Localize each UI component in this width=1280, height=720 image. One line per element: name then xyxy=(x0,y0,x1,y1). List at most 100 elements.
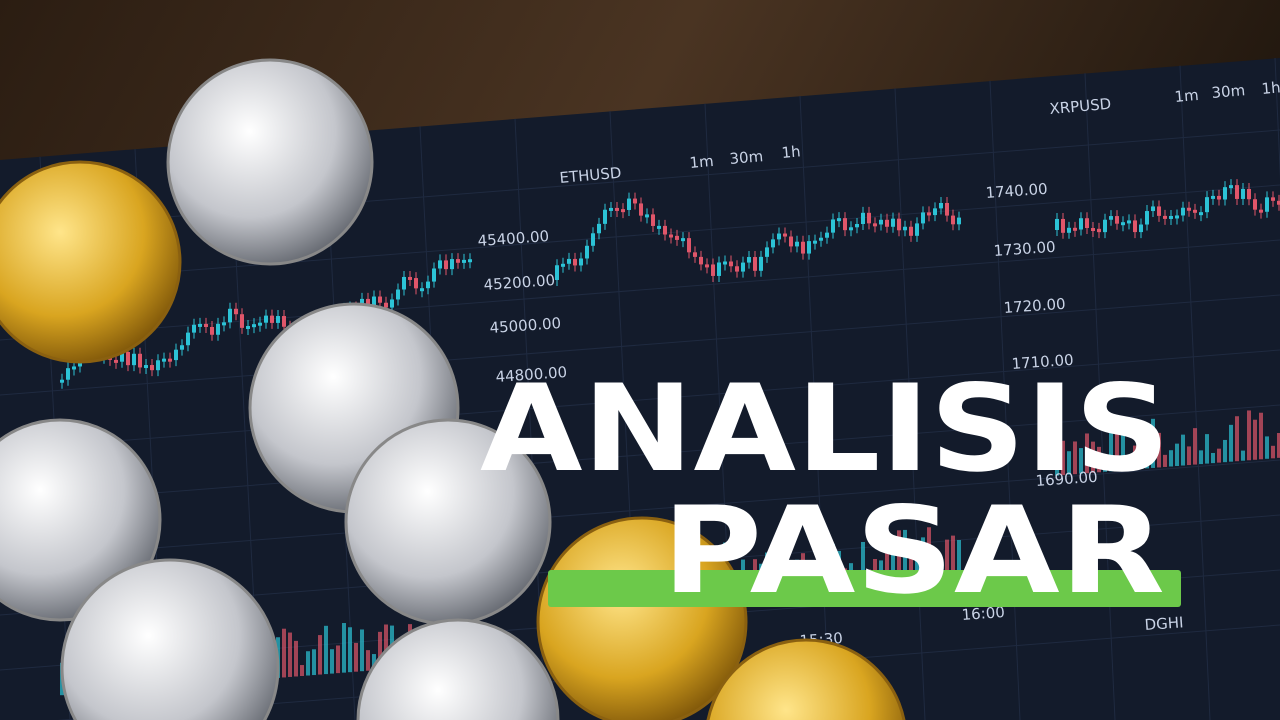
volume-bar xyxy=(1091,441,1095,473)
volume-bar xyxy=(336,645,340,674)
volume-bar xyxy=(1115,423,1119,471)
candle-body xyxy=(132,353,136,366)
candle-body xyxy=(1151,206,1155,212)
candle-body xyxy=(891,218,895,227)
candle-body xyxy=(1259,209,1263,213)
candle-body xyxy=(204,323,208,327)
volume-bar xyxy=(1109,424,1113,472)
coins xyxy=(0,58,906,720)
candle-body xyxy=(1085,218,1089,229)
volume-bar xyxy=(1169,450,1173,467)
candle-body xyxy=(669,234,673,238)
candle-body xyxy=(879,219,883,225)
headline: PASAR xyxy=(662,482,1165,621)
candle-body xyxy=(246,326,250,330)
volume-bar xyxy=(1199,450,1203,465)
candle-body xyxy=(1139,224,1143,233)
price-label: 45000.00 xyxy=(489,314,562,337)
price-label: 1690.00 xyxy=(1035,468,1098,490)
volume-bar xyxy=(1163,454,1167,467)
candle-body xyxy=(699,256,703,265)
candle-body xyxy=(396,289,400,300)
candle-body xyxy=(378,296,382,303)
candle-body xyxy=(192,324,196,333)
candle-body xyxy=(885,219,889,227)
candle-body xyxy=(444,260,448,270)
price-label: 1730.00 xyxy=(993,238,1056,260)
volume-bar xyxy=(330,649,334,674)
candle-body xyxy=(270,315,274,323)
volume-bar xyxy=(1181,434,1185,466)
grid-line xyxy=(0,184,1280,286)
price-label: 1710.00 xyxy=(1011,351,1074,373)
candle-body xyxy=(156,360,160,371)
candle-body xyxy=(1061,218,1065,233)
candle-body xyxy=(771,239,775,248)
grid-line xyxy=(0,459,1280,561)
volume-bar xyxy=(891,543,895,579)
volume-bar xyxy=(861,541,865,582)
timeframe: 1h xyxy=(1261,78,1280,98)
candle-body xyxy=(729,261,733,267)
candle-body xyxy=(1055,218,1059,230)
candle-body xyxy=(717,262,721,276)
candle-body xyxy=(1187,207,1191,211)
volume-bar xyxy=(1127,456,1131,470)
candle-body xyxy=(276,316,280,323)
volume-bar xyxy=(318,635,322,675)
candle-body xyxy=(747,257,751,263)
candle-body xyxy=(402,276,406,290)
volume-bar xyxy=(348,627,352,673)
volume-bar xyxy=(1097,446,1101,473)
symbol: XRPUSD xyxy=(1049,95,1112,118)
candle-body xyxy=(456,259,460,263)
candle-body xyxy=(114,359,118,363)
candle-body xyxy=(66,368,70,380)
candle-body xyxy=(258,322,262,326)
volume-bar xyxy=(1085,433,1089,474)
candle-body xyxy=(861,212,865,224)
candle-body xyxy=(1175,215,1179,219)
candle-body xyxy=(1223,187,1227,200)
candle-body xyxy=(579,258,583,266)
volume-bar xyxy=(873,558,877,581)
volume-bar xyxy=(1211,452,1215,464)
volume-bar xyxy=(1265,436,1269,459)
volume-bar xyxy=(933,551,937,576)
candle-body xyxy=(1181,207,1185,216)
candle-body xyxy=(819,237,823,241)
grid-line xyxy=(894,88,926,720)
candle-body xyxy=(174,349,178,361)
volume-bar xyxy=(903,529,907,578)
candle-body xyxy=(222,322,226,326)
candle-body xyxy=(1091,228,1095,232)
timeframe: 1m xyxy=(1174,86,1200,106)
volume-bar xyxy=(1055,437,1059,476)
candle-body xyxy=(1229,185,1233,189)
volume-bar xyxy=(1241,450,1245,461)
candle-body xyxy=(162,358,166,362)
candle-body xyxy=(957,217,961,225)
volume-bar xyxy=(1133,445,1137,470)
candle-body xyxy=(621,209,625,213)
candle-body xyxy=(951,215,955,225)
grid-line xyxy=(1084,73,1116,720)
volume-bar xyxy=(909,550,913,578)
timeframe: 1m xyxy=(689,152,715,172)
timeframe: 1h xyxy=(781,142,802,162)
candle-body xyxy=(633,198,637,204)
candle-body xyxy=(567,258,571,264)
candle-body xyxy=(462,259,466,263)
candle-body xyxy=(180,345,184,350)
volume-bar xyxy=(777,541,781,588)
candle-body xyxy=(801,241,805,254)
candle-body xyxy=(693,252,697,257)
symbol: ETHUSD xyxy=(559,164,622,187)
volume-bar xyxy=(342,623,346,673)
volume-bar xyxy=(1247,410,1251,461)
volume-bar xyxy=(837,550,841,584)
volume-bar xyxy=(306,651,310,676)
candle-body xyxy=(645,214,649,218)
coin xyxy=(166,58,374,266)
